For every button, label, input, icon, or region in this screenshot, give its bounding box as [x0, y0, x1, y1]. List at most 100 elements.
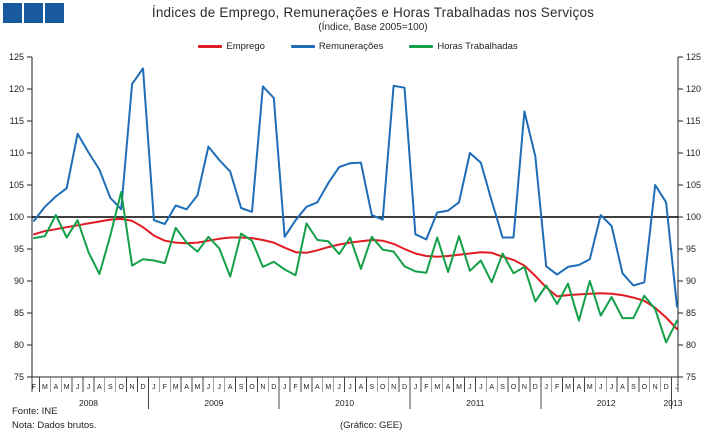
month-label: F	[424, 384, 428, 391]
month-label: O	[118, 384, 124, 391]
month-label: J	[599, 384, 603, 391]
month-label: J	[414, 384, 418, 391]
month-label: A	[315, 384, 320, 391]
month-label: D	[402, 384, 407, 391]
month-label: A	[97, 384, 102, 391]
month-label: A	[359, 384, 364, 391]
year-label: 2011	[466, 398, 485, 408]
month-label: N	[260, 384, 265, 391]
month-label: J	[468, 384, 472, 391]
legend: Emprego Remunerações Horas Trabalhadas	[0, 41, 716, 52]
month-label: N	[130, 384, 135, 391]
series-line-remunerações	[33, 67, 678, 308]
y-tick-label-left: 85	[14, 308, 24, 318]
month-label: M	[173, 384, 179, 391]
legend-label: Horas Trabalhadas	[437, 41, 518, 52]
month-label: F	[32, 384, 36, 391]
month-label: M	[195, 384, 201, 391]
month-label: J	[207, 384, 211, 391]
month-label: J	[337, 384, 341, 391]
y-tick-label-left: 75	[14, 372, 24, 382]
source-note: Fonte: INE	[12, 406, 58, 417]
y-tick-label-left: 95	[14, 244, 24, 254]
month-label: S	[500, 384, 505, 391]
y-tick-label-left: 80	[14, 340, 24, 350]
series-line-horas-trabalhadas	[33, 191, 678, 344]
legend-swatch-green-line	[409, 45, 434, 48]
y-tick-label-right: 100	[686, 212, 701, 222]
logo-square	[3, 3, 22, 23]
month-label: S	[631, 384, 636, 391]
month-label: D	[533, 384, 538, 391]
month-label: J	[610, 384, 614, 391]
logo-square	[45, 3, 64, 23]
series-line-emprego	[33, 217, 678, 330]
logo-square	[24, 3, 43, 23]
month-label: J	[152, 384, 156, 391]
month-label: S	[239, 384, 244, 391]
y-tick-label-right: 120	[686, 84, 701, 94]
month-label: J	[675, 384, 679, 391]
year-label: 2012	[597, 398, 616, 408]
y-tick-label-left: 120	[9, 84, 24, 94]
month-label: J	[76, 384, 80, 391]
y-tick-label-left: 105	[9, 180, 24, 190]
y-tick-label-left: 125	[9, 52, 24, 62]
month-label: A	[228, 384, 233, 391]
month-label: D	[271, 384, 276, 391]
legend-label: Remunerações	[318, 41, 384, 52]
year-label: 2008	[79, 398, 98, 408]
month-label: N	[653, 384, 658, 391]
month-label: J	[87, 384, 91, 391]
month-label: A	[620, 384, 625, 391]
month-label: O	[249, 384, 255, 391]
year-label: 2009	[204, 398, 223, 408]
y-tick-label-right: 115	[686, 116, 700, 126]
month-label: O	[642, 384, 648, 391]
month-label: J	[218, 384, 222, 391]
y-tick-label-right: 90	[686, 276, 696, 286]
y-tick-label-left: 100	[9, 212, 24, 222]
month-label: M	[304, 384, 310, 391]
y-tick-label-right: 125	[686, 52, 701, 62]
year-label: 2013	[664, 398, 683, 408]
y-tick-label-right: 105	[686, 180, 701, 190]
month-label: M	[456, 384, 462, 391]
title-block: Índices de Emprego, Remunerações e Horas…	[70, 5, 676, 33]
month-label: F	[293, 384, 297, 391]
month-label: M	[64, 384, 70, 391]
y-tick-label-right: 75	[686, 372, 696, 382]
y-tick-label-left: 90	[14, 276, 24, 286]
month-label: A	[53, 384, 58, 391]
month-label: J	[283, 384, 287, 391]
month-label: J	[348, 384, 352, 391]
month-label: J	[479, 384, 483, 391]
legend-item-emprego: Emprego	[198, 41, 265, 52]
month-label: A	[577, 384, 582, 391]
legend-label: Emprego	[226, 41, 265, 52]
y-tick-label-left: 110	[10, 148, 24, 158]
legend-swatch-blue-line	[290, 45, 315, 48]
year-label: 2010	[335, 398, 354, 408]
month-label: M	[565, 384, 571, 391]
legend-item-remuneracoes: Remunerações	[290, 41, 384, 52]
month-label: S	[370, 384, 375, 391]
month-label: J	[544, 384, 548, 391]
month-label: F	[555, 384, 559, 391]
month-label: A	[489, 384, 494, 391]
logo	[3, 3, 64, 23]
legend-swatch-red-line	[198, 45, 223, 48]
y-tick-label-left: 115	[10, 116, 24, 126]
month-label: D	[140, 384, 145, 391]
month-label: M	[587, 384, 593, 391]
y-tick-label-right: 110	[686, 148, 700, 158]
month-label: S	[108, 384, 113, 391]
credit-note: (Gráfico: GEE)	[340, 420, 403, 431]
month-label: A	[446, 384, 451, 391]
month-label: M	[325, 384, 331, 391]
month-label: M	[434, 384, 440, 391]
legend-item-horas: Horas Trabalhadas	[409, 41, 518, 52]
chart-title: Índices de Emprego, Remunerações e Horas…	[151, 5, 595, 20]
